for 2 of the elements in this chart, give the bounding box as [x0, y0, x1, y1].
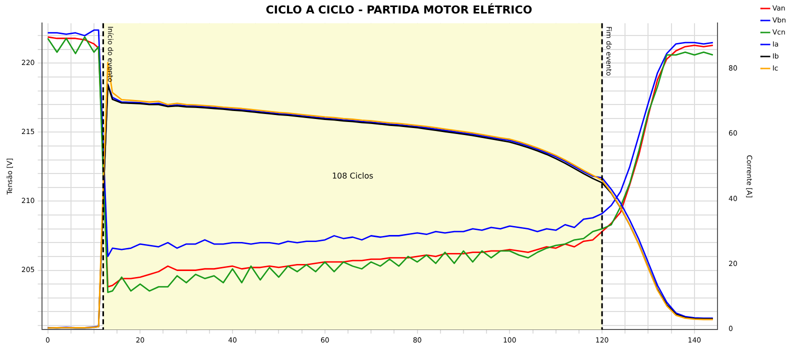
chart-title: CICLO A CICLO - PARTIDA MOTOR ELÉTRICO: [266, 2, 532, 16]
band-label: 108 Ciclos: [332, 171, 374, 180]
